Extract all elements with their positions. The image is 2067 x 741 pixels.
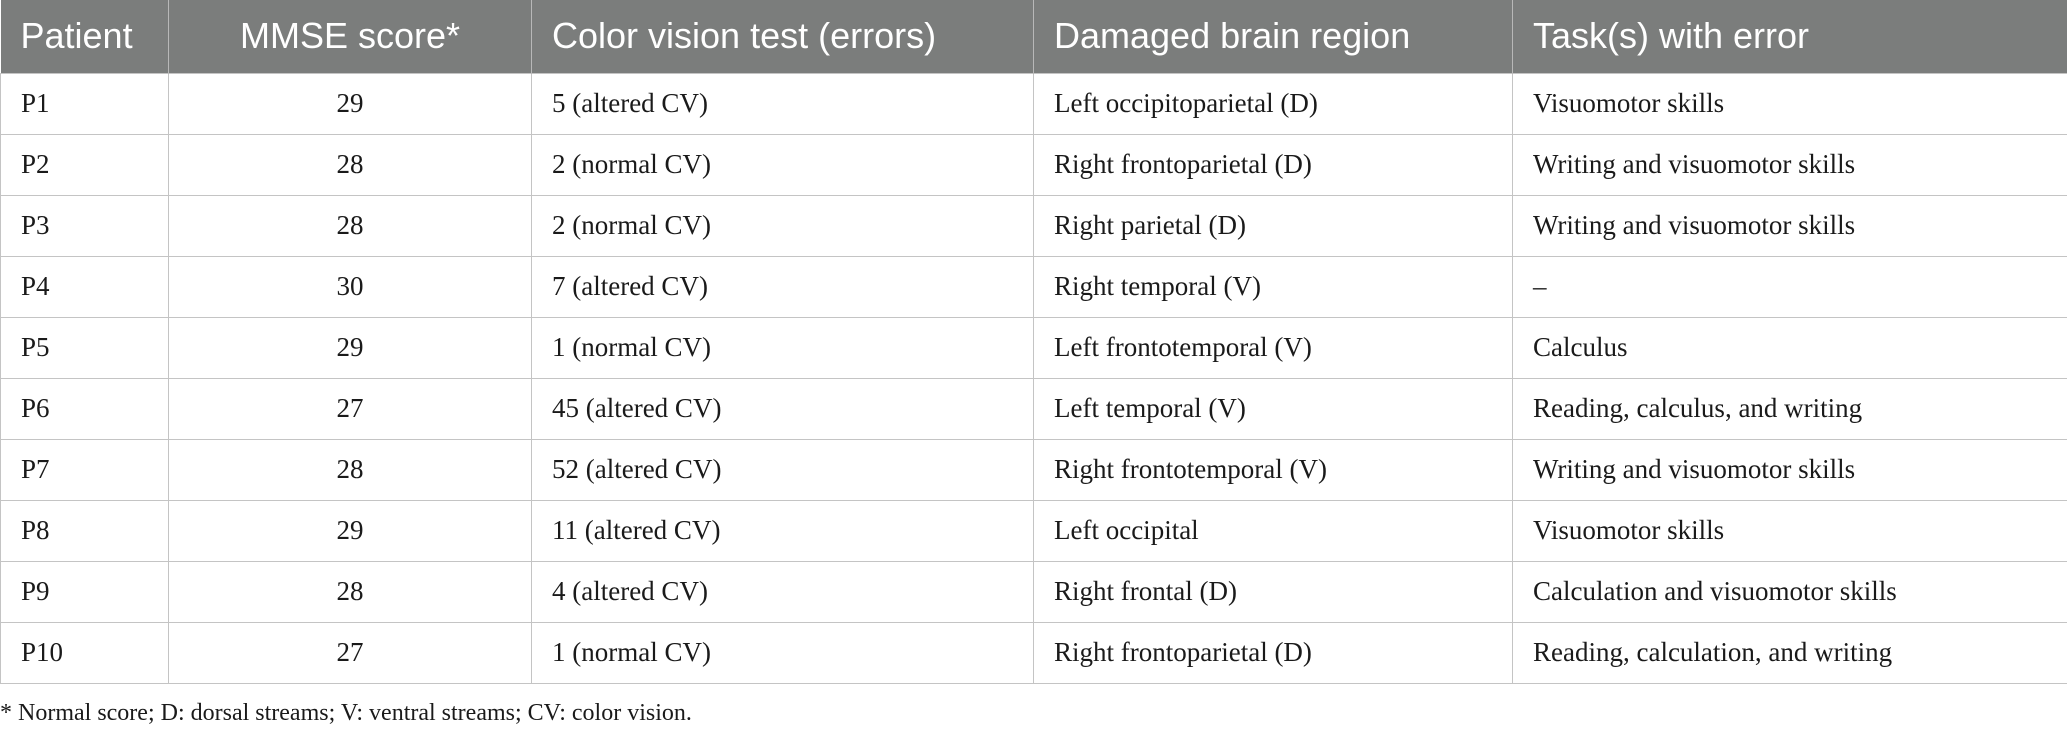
cell-color-vision: 2 (normal CV): [531, 133, 1034, 196]
table-footnote: * Normal score; D: dorsal streams; V: ve…: [0, 700, 692, 726]
cell-tasks: Calculus: [1512, 316, 2067, 379]
cell-brain-region: Left occipitoparietal (D): [1033, 72, 1513, 135]
table-row: P7 28 52 (altered CV) Right frontotempor…: [0, 438, 2067, 501]
cell-color-vision: 45 (altered CV): [531, 377, 1034, 440]
patient-table: Patient MMSE score* Color vision test (e…: [0, 0, 2067, 684]
cell-brain-region: Left frontotemporal (V): [1033, 316, 1513, 379]
cell-patient: P7: [0, 438, 169, 501]
table-row: P2 28 2 (normal CV) Right frontoparietal…: [0, 133, 2067, 196]
cell-tasks: Writing and visuomotor skills: [1512, 133, 2067, 196]
cell-patient: P8: [0, 499, 169, 562]
cell-color-vision: 7 (altered CV): [531, 255, 1034, 318]
cell-tasks: Visuomotor skills: [1512, 72, 2067, 135]
header-damaged-brain-region: Damaged brain region: [1033, 0, 1513, 73]
cell-patient: P9: [0, 560, 169, 623]
cell-brain-region: Left temporal (V): [1033, 377, 1513, 440]
header-patient: Patient: [0, 0, 169, 73]
cell-mmse-score: 28: [168, 560, 532, 623]
table-row: P5 29 1 (normal CV) Left frontotemporal …: [0, 316, 2067, 379]
cell-brain-region: Right frontal (D): [1033, 560, 1513, 623]
header-row: Patient MMSE score* Color vision test (e…: [0, 0, 2067, 73]
cell-tasks: Writing and visuomotor skills: [1512, 194, 2067, 257]
cell-color-vision: 5 (altered CV): [531, 72, 1034, 135]
cell-tasks: Writing and visuomotor skills: [1512, 438, 2067, 501]
cell-mmse-score: 30: [168, 255, 532, 318]
cell-brain-region: Left occipital: [1033, 499, 1513, 562]
table-row: P8 29 11 (altered CV) Left occipital Vis…: [0, 499, 2067, 562]
table-row: P10 27 1 (normal CV) Right frontoparieta…: [0, 621, 2067, 684]
cell-color-vision: 1 (normal CV): [531, 621, 1034, 684]
cell-mmse-score: 29: [168, 316, 532, 379]
table-body: P1 29 5 (altered CV) Left occipitopariet…: [0, 72, 2067, 684]
patient-table-container: Patient MMSE score* Color vision test (e…: [0, 0, 2067, 684]
cell-color-vision: 4 (altered CV): [531, 560, 1034, 623]
cell-color-vision: 2 (normal CV): [531, 194, 1034, 257]
table-header: Patient MMSE score* Color vision test (e…: [0, 0, 2067, 73]
cell-mmse-score: 27: [168, 621, 532, 684]
cell-mmse-score: 28: [168, 133, 532, 196]
cell-mmse-score: 29: [168, 72, 532, 135]
cell-color-vision: 1 (normal CV): [531, 316, 1034, 379]
table-row: P1 29 5 (altered CV) Left occipitopariet…: [0, 72, 2067, 135]
cell-mmse-score: 28: [168, 438, 532, 501]
cell-patient: P10: [0, 621, 169, 684]
cell-brain-region: Right parietal (D): [1033, 194, 1513, 257]
table-row: P9 28 4 (altered CV) Right frontal (D) C…: [0, 560, 2067, 623]
header-tasks-with-error: Task(s) with error: [1512, 0, 2067, 73]
cell-color-vision: 52 (altered CV): [531, 438, 1034, 501]
cell-patient: P2: [0, 133, 169, 196]
header-mmse-score: MMSE score*: [168, 0, 532, 73]
cell-tasks: Calculation and visuomotor skills: [1512, 560, 2067, 623]
cell-brain-region: Right temporal (V): [1033, 255, 1513, 318]
cell-brain-region: Right frontotemporal (V): [1033, 438, 1513, 501]
cell-color-vision: 11 (altered CV): [531, 499, 1034, 562]
cell-mmse-score: 27: [168, 377, 532, 440]
cell-brain-region: Right frontoparietal (D): [1033, 133, 1513, 196]
cell-tasks: Visuomotor skills: [1512, 499, 2067, 562]
cell-patient: P6: [0, 377, 169, 440]
table-row: P3 28 2 (normal CV) Right parietal (D) W…: [0, 194, 2067, 257]
header-color-vision-test: Color vision test (errors): [531, 0, 1034, 73]
cell-patient: P3: [0, 194, 169, 257]
table-row: P4 30 7 (altered CV) Right temporal (V) …: [0, 255, 2067, 318]
cell-patient: P4: [0, 255, 169, 318]
cell-mmse-score: 29: [168, 499, 532, 562]
cell-brain-region: Right frontoparietal (D): [1033, 621, 1513, 684]
table-row: P6 27 45 (altered CV) Left temporal (V) …: [0, 377, 2067, 440]
cell-tasks: Reading, calculus, and writing: [1512, 377, 2067, 440]
cell-tasks: –: [1512, 255, 2067, 318]
cell-tasks: Reading, calculation, and writing: [1512, 621, 2067, 684]
cell-mmse-score: 28: [168, 194, 532, 257]
cell-patient: P1: [0, 72, 169, 135]
cell-patient: P5: [0, 316, 169, 379]
